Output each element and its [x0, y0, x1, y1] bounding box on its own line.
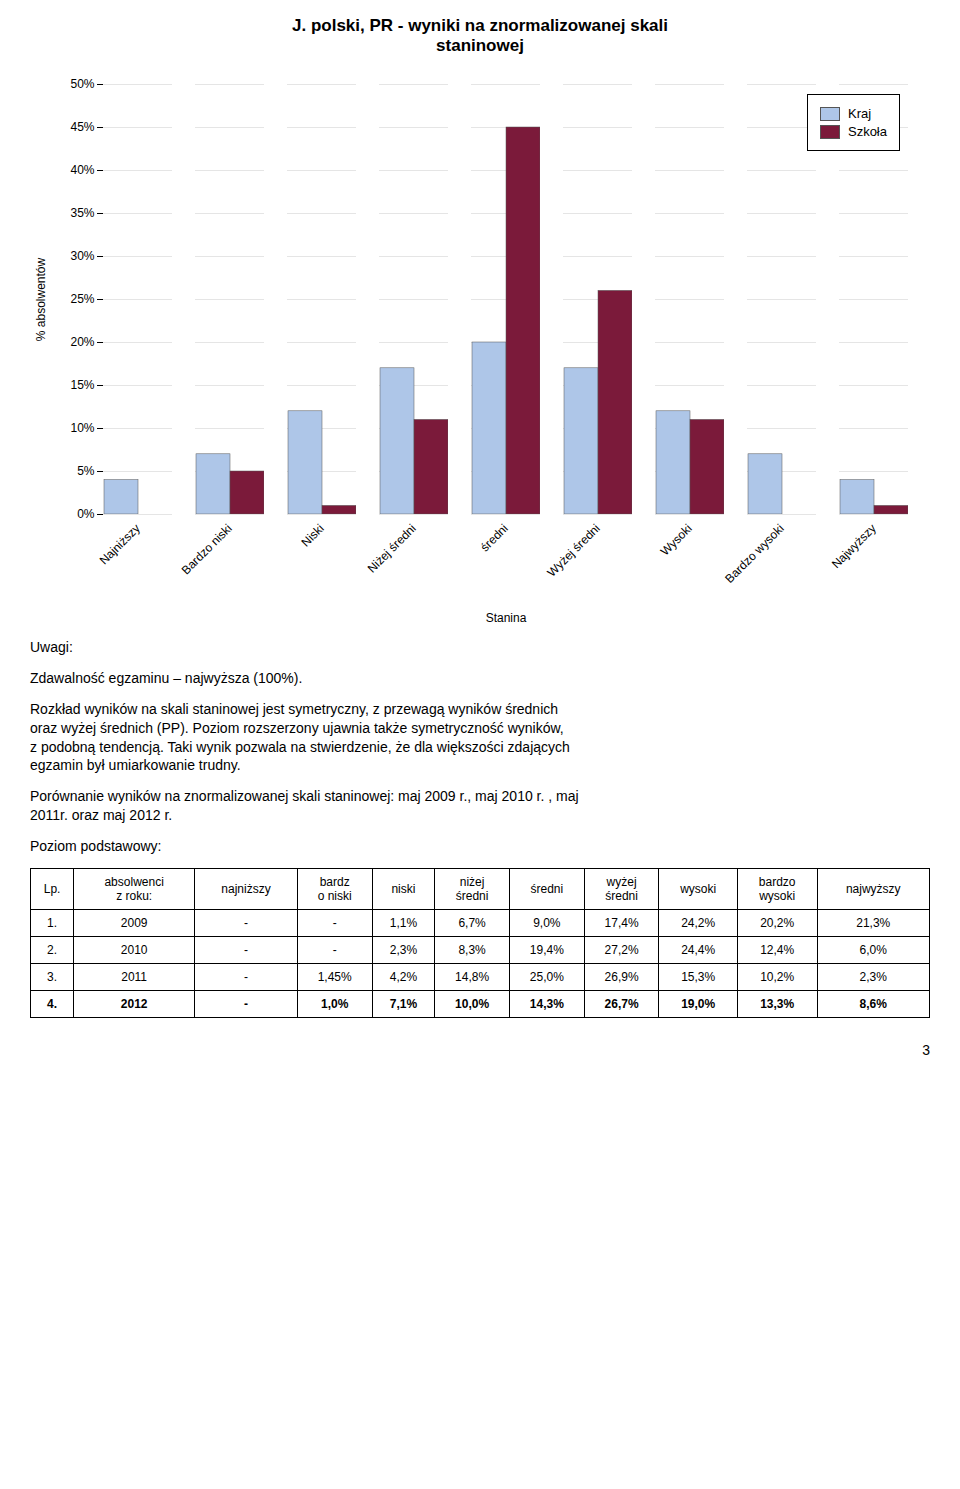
- html-text:4.: 4.: [47, 997, 58, 1011]
- html-text:1,0%: 1,0%: [321, 997, 349, 1011]
- svg-text:30%: 30%: [70, 249, 94, 263]
- html-text:2010: 2010: [120, 943, 148, 957]
- html-text:3.: 3.: [47, 970, 58, 984]
- html-text:Porównanie wyników na znormali: Porównanie wyników na znormalizowanej sk…: [30, 788, 579, 805]
- html-text:najniższy: najniższy: [221, 882, 271, 896]
- html-text:wysoki: wysoki: [680, 882, 717, 896]
- html-text:z podobną tendencją. Taki wyni: z podobną tendencją. Taki wynik pozwala …: [30, 738, 570, 755]
- html-text:24,2%: 24,2%: [681, 916, 716, 930]
- svg-text:0%: 0%: [77, 507, 95, 521]
- html-text:2011r. oraz maj 2012 r.: 2011r. oraz maj 2012 r.: [30, 807, 173, 824]
- html-text:10,2%: 10,2%: [760, 970, 795, 984]
- html-text:Zdawalność egzaminu – najwyższ: Zdawalność egzaminu – najwyższa (100%).: [30, 669, 303, 686]
- html-text:9,0%: 9,0%: [533, 916, 561, 930]
- html-text:oraz wyżej średnich (PP). Pozi: oraz wyżej średnich (PP). Poziom rozszer…: [30, 719, 564, 736]
- html-text:Lp.: Lp.: [43, 882, 61, 896]
- html-text:2.: 2.: [47, 943, 58, 957]
- html-text:14,3%: 14,3%: [529, 997, 564, 1011]
- svg-text:Najwyższy: Najwyższy: [829, 521, 879, 571]
- svg-text:20%: 20%: [70, 335, 94, 349]
- svg-text:Bardzo niski: Bardzo niski: [179, 521, 235, 577]
- html-text:17,4%: 17,4%: [604, 916, 639, 930]
- svg-text:15%: 15%: [70, 378, 94, 392]
- svg-text:Stanina: Stanina: [486, 611, 527, 625]
- html-text:najwyższy: najwyższy: [845, 882, 901, 896]
- html-text:2012: 2012: [120, 997, 148, 1011]
- html-text:4,2%: 4,2%: [389, 970, 418, 984]
- html-text:26,9%: 26,9%: [604, 970, 639, 984]
- html-text:24,4%: 24,4%: [681, 943, 716, 957]
- svg-text:Wysoki: Wysoki: [658, 521, 695, 558]
- html-text:niżej średni: niżej średni: [455, 875, 489, 903]
- html-text:25,0%: 25,0%: [529, 970, 564, 984]
- html-text:1,1%: 1,1%: [389, 916, 418, 930]
- svg-text:35%: 35%: [70, 206, 94, 220]
- svg-text:10%: 10%: [70, 421, 94, 435]
- html-text:2,3%: 2,3%: [389, 943, 418, 957]
- html-text:12,4%: 12,4%: [760, 943, 795, 957]
- html-text:10,0%: 10,0%: [455, 997, 490, 1011]
- svg-text:25%: 25%: [70, 292, 94, 306]
- html-text:13,3%: 13,3%: [760, 997, 795, 1011]
- html-text:2,3%: 2,3%: [859, 970, 887, 984]
- html-text:średni: średni: [530, 882, 564, 896]
- html-text:Kraj: Kraj: [848, 106, 872, 121]
- html-text:2009: 2009: [120, 916, 148, 930]
- svg-text:Najniższy: Najniższy: [97, 521, 143, 567]
- html-text:8,3%: 8,3%: [458, 943, 486, 957]
- html-text:19,0%: 19,0%: [681, 997, 716, 1011]
- html-text:6,0%: 6,0%: [859, 943, 887, 957]
- svg-text:średni: średni: [478, 521, 511, 554]
- html-text:26,7%: 26,7%: [604, 997, 639, 1011]
- svg-text:% absolwentów: % absolwentów: [34, 257, 48, 341]
- html-text:8,6%: 8,6%: [859, 997, 887, 1011]
- html-text:3: 3: [922, 1042, 930, 1058]
- svg-text:50%: 50%: [70, 77, 94, 91]
- html-text:niski: niski: [391, 882, 416, 896]
- html-text:6,7%: 6,7%: [458, 916, 486, 930]
- html-text:Szkoła: Szkoła: [848, 124, 887, 139]
- svg-text:5%: 5%: [77, 464, 95, 478]
- html-text:Poziom podstawowy:: Poziom podstawowy:: [30, 838, 162, 855]
- svg-text:Niżej średni: Niżej średni: [365, 521, 419, 575]
- html-text:21,3%: 21,3%: [856, 916, 891, 930]
- html-text:15,3%: 15,3%: [681, 970, 716, 984]
- html-text:bardzo wysoki: bardzo wysoki: [758, 875, 796, 903]
- html-text:egzamin był umiarkowanie trudn: egzamin był umiarkowanie trudny.: [30, 757, 241, 774]
- html-text:wyżej średni: wyżej średni: [605, 875, 638, 903]
- html-text:Uwagi:: Uwagi:: [30, 639, 73, 655]
- svg-text:40%: 40%: [70, 163, 94, 177]
- html-text:absolwenci z roku:: absolwenci z roku:: [104, 875, 164, 903]
- html-text:bardz o niski: bardz o niski: [317, 875, 352, 903]
- html-text:7,1%: 7,1%: [389, 997, 418, 1011]
- html-text:J. polski, PR - wyniki na znor: J. polski, PR - wyniki na znormalizowane…: [292, 16, 668, 55]
- html-text:19,4%: 19,4%: [529, 943, 564, 957]
- html-text:20,2%: 20,2%: [760, 916, 795, 930]
- html-text:1,45%: 1,45%: [317, 970, 352, 984]
- html-text:2011: 2011: [121, 970, 147, 984]
- svg-text:Niski: Niski: [299, 521, 327, 549]
- html-text:27,2%: 27,2%: [604, 943, 639, 957]
- html-text:14,8%: 14,8%: [455, 970, 490, 984]
- svg-text:Bardzo wysoki: Bardzo wysoki: [722, 521, 787, 586]
- svg-text:45%: 45%: [70, 120, 94, 134]
- html-text:Rozkład wyników na skali stani: Rozkład wyników na skali staninowej jest…: [30, 700, 559, 717]
- html-text:1.: 1.: [47, 916, 58, 930]
- svg-text:Wyżej średni: Wyżej średni: [544, 521, 602, 579]
